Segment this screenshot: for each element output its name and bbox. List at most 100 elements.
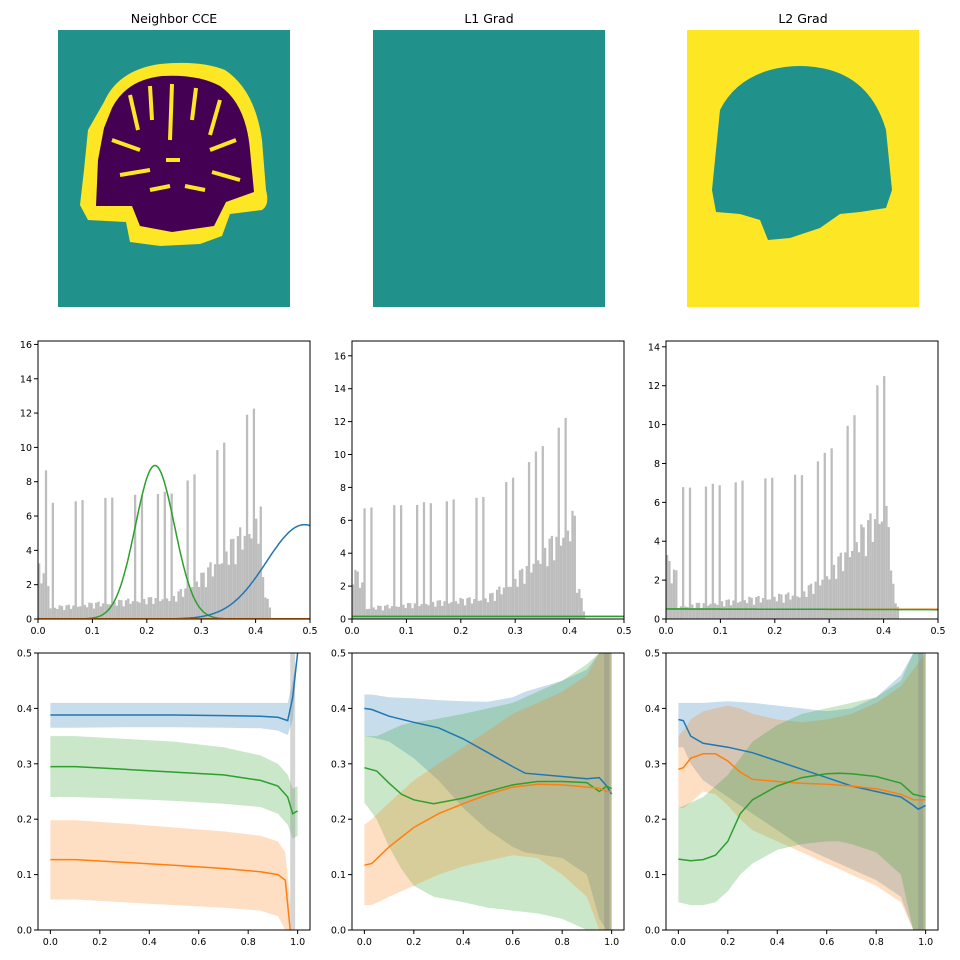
histogram-bar <box>67 604 70 619</box>
histogram-bar <box>697 602 701 619</box>
histogram-bar <box>163 491 166 619</box>
histogram-bar <box>402 604 405 619</box>
histogram-bar <box>670 583 673 619</box>
histogram-bar <box>143 599 146 619</box>
histogram-bar <box>830 448 833 619</box>
y-tick-label: 12 <box>648 381 660 392</box>
histogram-bar <box>175 601 178 619</box>
histogram-bar <box>857 552 861 619</box>
histogram-bar <box>709 603 712 619</box>
histogram-bar <box>358 587 362 619</box>
histogram-bar <box>557 427 560 619</box>
y-tick-label: 0.3 <box>645 759 660 770</box>
histogram-bar <box>679 606 682 619</box>
histogram-bar <box>491 592 494 619</box>
histogram-bar <box>816 461 820 619</box>
histogram-bar <box>530 572 533 619</box>
histogram-bar <box>255 518 258 619</box>
x-tick-label: 0.0 <box>344 626 359 637</box>
histogram-bar <box>809 583 813 619</box>
histogram-bar <box>525 565 528 619</box>
plot-area <box>364 653 613 930</box>
histogram-bar <box>869 513 872 619</box>
histogram-bar <box>81 500 84 619</box>
y-tick-label: 0.4 <box>17 704 32 715</box>
histogram-bar <box>69 608 73 619</box>
histogram-bar <box>172 596 176 619</box>
blue-band <box>50 653 298 735</box>
x-tick-label: 0.0 <box>30 626 45 637</box>
histogram-bar <box>90 603 93 619</box>
histogram-bar <box>232 538 235 619</box>
histogram-bar <box>707 605 710 619</box>
histogram-bar <box>559 545 563 619</box>
x-tick-label: 0.2 <box>453 626 468 637</box>
histogram-bar <box>85 607 89 619</box>
y-tick-label: 16 <box>20 340 32 351</box>
y-tick-label: 0.1 <box>331 870 346 881</box>
histogram-bar <box>393 505 396 619</box>
y-tick-label: 0.0 <box>645 926 660 937</box>
histogram-bar <box>711 483 714 619</box>
x-tick-label: 0.5 <box>930 626 945 637</box>
x-tick-label: 0.2 <box>139 626 154 637</box>
histogram-bar <box>862 527 865 619</box>
histogram-bar <box>383 605 387 619</box>
histogram-bar <box>356 571 359 619</box>
histogram-bar <box>812 593 815 619</box>
y-tick-label: 0.2 <box>331 815 346 826</box>
y-tick-label: 0.0 <box>331 926 346 937</box>
edge-strip <box>918 653 924 930</box>
histogram-bar <box>211 576 214 619</box>
histogram-bar <box>441 605 444 619</box>
y-tick-label: 16 <box>334 351 346 362</box>
histogram-bar <box>860 524 863 619</box>
plot-frame <box>37 652 311 931</box>
x-tick-label: 0.1 <box>713 626 728 637</box>
histogram-bar <box>136 601 139 619</box>
x-tick-label: 0.4 <box>456 937 471 948</box>
histogram-bar <box>736 602 740 619</box>
x-tick-label: 0.4 <box>248 626 263 637</box>
histogram-bar <box>108 604 112 619</box>
histogram-bar <box>60 606 64 619</box>
histogram-bar <box>452 499 455 619</box>
histogram-bar <box>798 597 801 619</box>
histogram-bar <box>56 609 59 619</box>
histogram-bar <box>486 602 490 619</box>
x-tick-label: 0.3 <box>194 626 209 637</box>
histogram-bar <box>152 603 155 619</box>
histogram-bar <box>573 515 576 619</box>
histogram-bar <box>784 594 788 619</box>
y-tick-label: 2 <box>26 580 32 591</box>
histogram-bar <box>553 560 556 619</box>
histogram-bar <box>425 603 428 619</box>
histogram-bar <box>668 560 671 619</box>
histogram-bar <box>117 599 121 619</box>
histogram-bar <box>409 603 412 619</box>
histogram-bar <box>691 604 694 619</box>
y-tick-label: 10 <box>648 420 660 431</box>
x-tick-label: 0.3 <box>508 626 523 637</box>
y-tick-label: 0.2 <box>17 815 32 826</box>
histogram-bar <box>422 502 426 619</box>
histogram-bar <box>582 611 586 619</box>
green-band <box>50 736 298 839</box>
histogram-bar <box>49 608 52 619</box>
x-tick-label: 1.0 <box>918 937 933 948</box>
histogram-bar <box>546 566 549 619</box>
histogram-bar <box>207 567 210 619</box>
histogram-bar <box>543 547 547 619</box>
histogram-bar <box>445 501 448 619</box>
histogram-bar <box>213 564 217 619</box>
histogram-bar <box>186 480 189 619</box>
y-tick-label: 0.5 <box>331 649 346 660</box>
histogram-bar <box>250 538 253 619</box>
histogram-bar <box>839 552 842 619</box>
histogram-bar <box>454 601 458 619</box>
histogram-bar <box>58 605 61 619</box>
histogram-bar <box>390 606 394 619</box>
histogram-bar <box>418 606 421 619</box>
histogram-bar <box>864 556 868 619</box>
histogram-bar <box>759 602 762 619</box>
